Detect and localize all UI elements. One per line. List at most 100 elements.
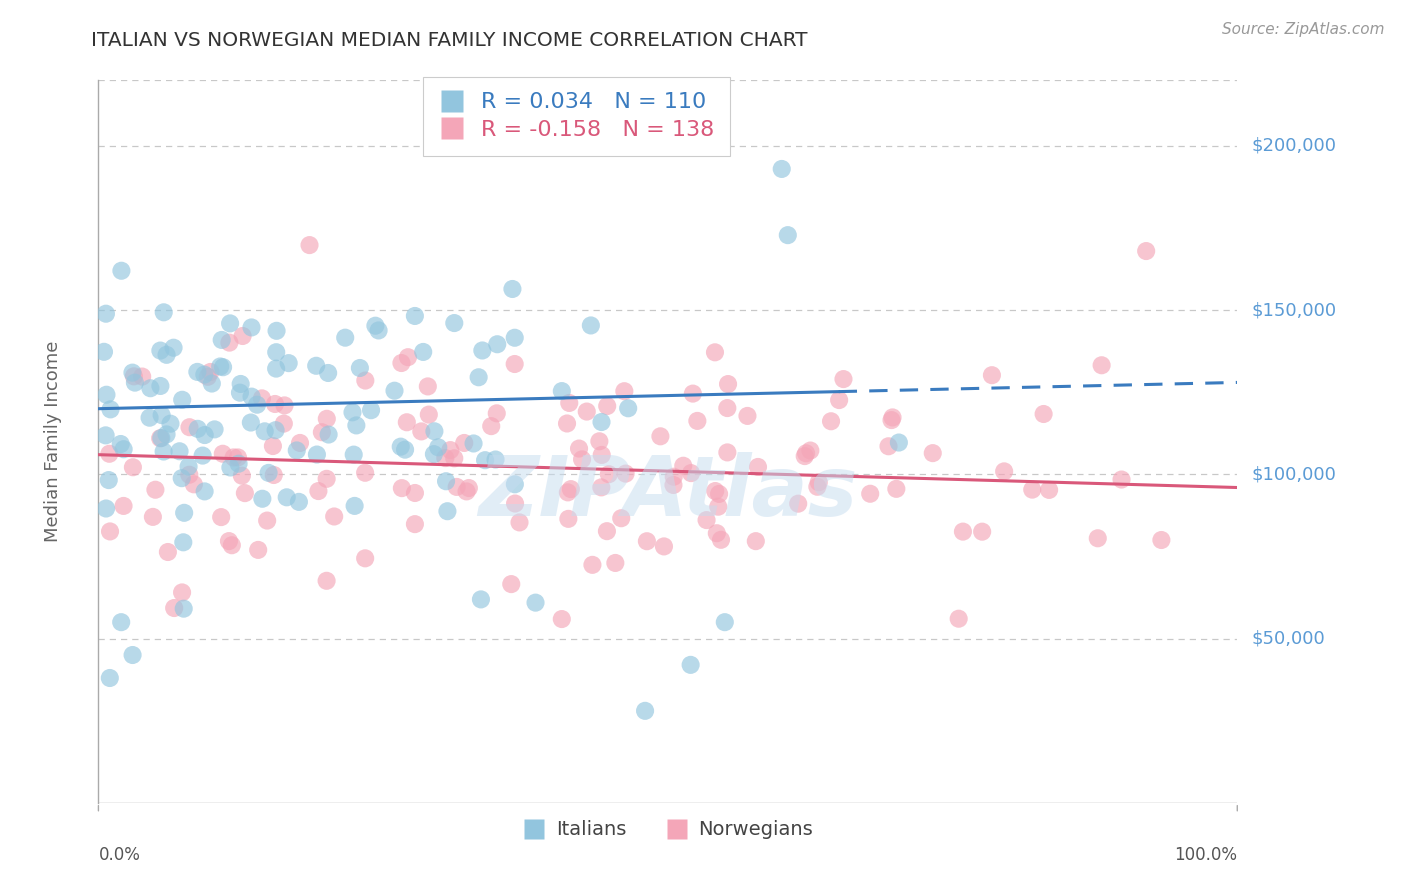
Point xyxy=(172,392,194,407)
Point xyxy=(219,317,242,331)
Point xyxy=(273,417,295,431)
Point xyxy=(264,397,287,411)
Text: $200,000: $200,000 xyxy=(1251,137,1336,155)
Point xyxy=(571,452,593,467)
Point xyxy=(555,417,578,431)
Point xyxy=(257,466,280,480)
Point xyxy=(98,447,121,461)
Point xyxy=(233,486,256,500)
Point xyxy=(1038,483,1060,497)
Point xyxy=(288,436,311,450)
Point xyxy=(486,337,509,351)
Point xyxy=(503,331,526,345)
Point xyxy=(443,451,465,466)
Point xyxy=(360,403,382,417)
Point xyxy=(662,478,685,492)
Point xyxy=(149,343,172,358)
Point xyxy=(159,417,181,431)
Point xyxy=(793,449,815,463)
Point xyxy=(177,459,200,474)
Point xyxy=(568,442,591,456)
Point xyxy=(264,361,287,376)
Point xyxy=(714,615,737,630)
Point xyxy=(1091,358,1114,372)
Point xyxy=(315,412,337,426)
Point xyxy=(820,414,842,428)
Point xyxy=(696,513,718,527)
Point xyxy=(226,450,249,465)
Point xyxy=(747,459,769,474)
Point xyxy=(737,409,759,423)
Point xyxy=(596,524,619,538)
Point xyxy=(395,415,418,429)
Point xyxy=(124,376,146,390)
Point xyxy=(662,469,685,483)
Point xyxy=(439,443,461,458)
Text: ITALIAN VS NORWEGIAN MEDIAN FAMILY INCOME CORRELATION CHART: ITALIAN VS NORWEGIAN MEDIAN FAMILY INCOM… xyxy=(91,31,808,50)
Point xyxy=(1111,473,1133,487)
Point xyxy=(122,460,145,475)
Point xyxy=(262,439,284,453)
Point xyxy=(706,526,728,541)
Point xyxy=(218,534,240,549)
Point xyxy=(456,484,478,499)
Point xyxy=(211,333,233,347)
Text: $50,000: $50,000 xyxy=(1251,630,1324,648)
Point xyxy=(636,534,658,549)
Point xyxy=(112,442,135,457)
Text: 100.0%: 100.0% xyxy=(1174,847,1237,864)
Point xyxy=(229,385,252,400)
Point xyxy=(679,657,702,672)
Point xyxy=(617,401,640,416)
Point xyxy=(828,393,851,408)
Point xyxy=(717,377,740,392)
Point xyxy=(681,466,703,480)
Point xyxy=(591,415,613,429)
Point xyxy=(277,356,299,370)
Point xyxy=(704,345,727,359)
Point xyxy=(384,384,406,398)
Point xyxy=(264,423,287,437)
Point xyxy=(598,467,620,482)
Point xyxy=(453,436,475,450)
Point xyxy=(112,499,135,513)
Point xyxy=(209,359,232,374)
Point xyxy=(179,467,201,482)
Point xyxy=(921,446,943,460)
Point xyxy=(138,410,160,425)
Point xyxy=(485,406,508,420)
Point xyxy=(209,510,232,524)
Point xyxy=(131,369,153,384)
Point xyxy=(682,386,704,401)
Point xyxy=(97,473,120,487)
Text: $100,000: $100,000 xyxy=(1251,466,1336,483)
Point xyxy=(551,612,574,626)
Point xyxy=(1087,531,1109,545)
Point xyxy=(173,601,195,615)
Point xyxy=(557,485,579,500)
Point xyxy=(273,399,295,413)
Point xyxy=(832,372,855,386)
Point xyxy=(315,574,337,588)
Point xyxy=(807,475,830,490)
Point xyxy=(882,410,904,425)
Point xyxy=(150,431,173,445)
Point xyxy=(396,350,419,364)
Point xyxy=(305,448,328,462)
Point xyxy=(316,366,339,380)
Text: $150,000: $150,000 xyxy=(1251,301,1336,319)
Point xyxy=(412,345,434,359)
Point xyxy=(610,511,633,525)
Point xyxy=(404,309,426,323)
Point xyxy=(240,390,263,404)
Point xyxy=(100,402,122,417)
Point xyxy=(596,399,619,413)
Point xyxy=(145,483,167,497)
Point xyxy=(524,596,547,610)
Point xyxy=(794,446,817,460)
Point xyxy=(173,506,195,520)
Point xyxy=(484,452,506,467)
Point xyxy=(436,504,458,518)
Point xyxy=(474,453,496,467)
Point xyxy=(364,318,387,333)
